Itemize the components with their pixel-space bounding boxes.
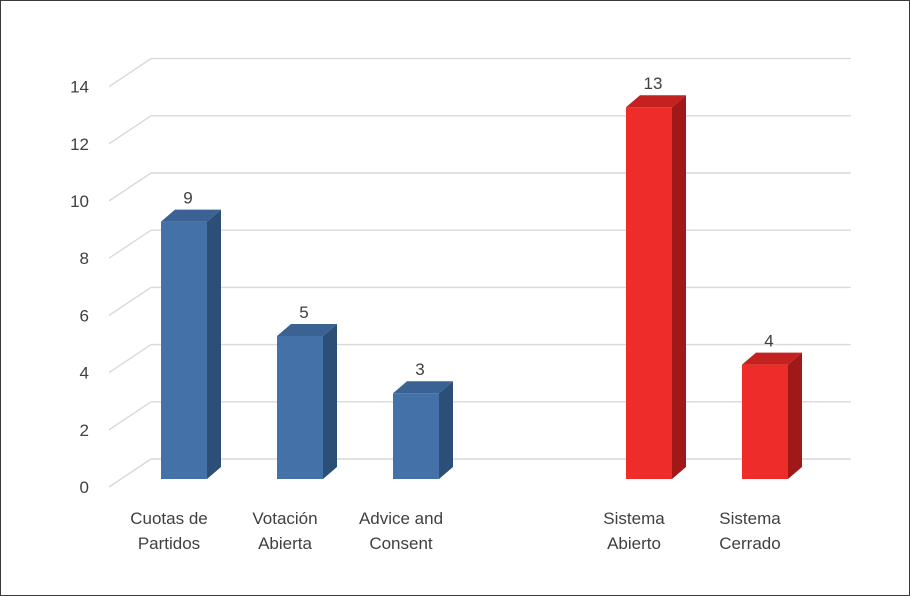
bar-top-1 (277, 324, 337, 336)
bar-side-0 (207, 209, 221, 479)
gridline-diagonal-6 (108, 286, 152, 316)
bar-top-2 (393, 381, 453, 394)
category-label-0-0: Cuotas de (130, 509, 208, 528)
bar-3 (626, 107, 672, 479)
gridline-diagonal-4 (108, 344, 152, 374)
data-label-1: 5 (299, 303, 308, 322)
y-tick-label: 2 (80, 421, 89, 440)
y-tick-label: 14 (70, 78, 89, 97)
y-tick-label: 4 (80, 364, 89, 383)
y-tick-label: 8 (80, 249, 89, 268)
y-tick-label: 12 (70, 135, 89, 154)
category-label-4-0: Sistema (719, 509, 781, 528)
data-label-3: 13 (644, 74, 663, 93)
bar-1 (277, 336, 323, 479)
bar-2 (393, 393, 439, 479)
bar-top-4 (742, 352, 802, 365)
gridline-diagonal-14 (108, 58, 152, 88)
gridline-diagonal-10 (108, 172, 152, 202)
category-label-3-0: Sistema (603, 509, 665, 528)
gridline-diagonal-0 (108, 458, 152, 488)
bar-0 (161, 221, 207, 479)
category-label-0-1: Partidos (138, 534, 200, 553)
bar-4 (742, 364, 788, 479)
bar-top-0 (161, 209, 221, 222)
category-label-1-0: Votación (252, 509, 317, 528)
bar-top-3 (626, 95, 686, 108)
bar-side-2 (439, 381, 453, 479)
bar-side-4 (788, 352, 802, 479)
y-tick-label: 0 (80, 478, 89, 497)
y-tick-label: 6 (80, 306, 89, 325)
category-label-4-1: Cerrado (719, 534, 780, 553)
gridline-diagonal-8 (108, 229, 152, 259)
category-label-1-1: Abierta (258, 534, 312, 553)
category-label-3-1: Abierto (607, 534, 661, 553)
gridline-diagonal-12 (108, 115, 152, 145)
bar-side-3 (672, 95, 686, 479)
category-label-2-0: Advice and (359, 509, 443, 528)
data-label-2: 3 (415, 360, 424, 379)
category-label-2-1: Consent (369, 534, 433, 553)
y-tick-label: 10 (70, 192, 89, 211)
data-label-0: 9 (183, 189, 192, 208)
gridline-diagonal-2 (108, 401, 152, 431)
data-label-4: 4 (764, 332, 773, 351)
bar-side-1 (323, 324, 337, 479)
